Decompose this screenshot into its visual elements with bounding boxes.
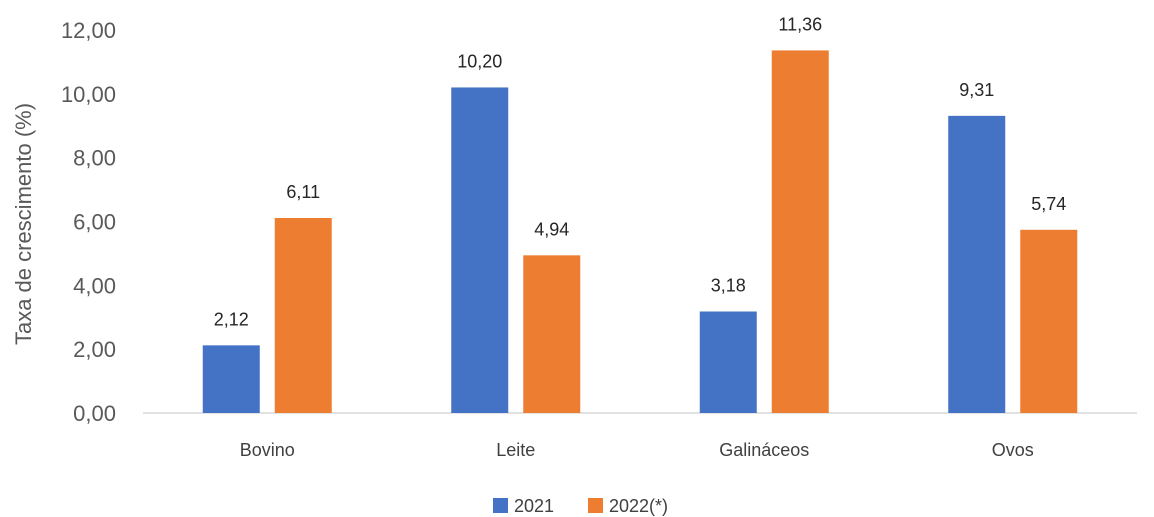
bar-leite-2022 xyxy=(523,255,581,413)
legend-label: 2022(*) xyxy=(609,496,668,516)
y-axis-label-group: Taxa de crescimento (%) xyxy=(11,103,36,345)
bar-bovino-2022 xyxy=(274,217,332,413)
x-tick-label: Ovos xyxy=(992,440,1034,460)
bar-ovos-2021 xyxy=(948,115,1006,413)
data-label: 3,18 xyxy=(711,276,746,296)
bars xyxy=(202,50,1078,413)
data-labels: 2,12 6,11 10,20 4,94 3,18 11,36 9,31 5,74 xyxy=(214,14,1067,329)
data-label: 2,12 xyxy=(214,309,249,329)
data-label: 6,11 xyxy=(286,182,320,202)
data-label: 5,74 xyxy=(1031,194,1066,214)
y-tick-label: 2,00 xyxy=(73,337,116,362)
data-label: 11,36 xyxy=(778,14,822,34)
x-tick-label: Leite xyxy=(496,440,535,460)
bar-bovino-2021 xyxy=(202,345,260,413)
x-tick-label: Bovino xyxy=(240,440,295,460)
y-tick-label: 12,00 xyxy=(61,18,116,43)
data-label: 4,94 xyxy=(534,219,569,239)
legend-swatch xyxy=(588,498,603,513)
bar-galináceos-2022 xyxy=(771,50,829,413)
x-axis-ticks: Bovino Leite Galináceos Ovos xyxy=(240,440,1034,460)
y-axis-ticks: 0,00 2,00 4,00 6,00 8,00 10,00 12,00 xyxy=(61,18,116,426)
x-tick-label: Galináceos xyxy=(719,440,809,460)
legend: 2021 2022(*) xyxy=(493,496,668,516)
y-axis-label: Taxa de crescimento (%) xyxy=(11,103,36,345)
y-tick-label: 4,00 xyxy=(73,273,116,298)
y-tick-label: 6,00 xyxy=(73,210,116,235)
y-tick-label: 10,00 xyxy=(61,82,116,107)
data-label: 9,31 xyxy=(959,80,994,100)
y-tick-label: 8,00 xyxy=(73,146,116,171)
bar-leite-2021 xyxy=(451,87,509,413)
data-label: 10,20 xyxy=(457,51,502,71)
bar-ovos-2022 xyxy=(1020,229,1078,413)
legend-label: 2021 xyxy=(514,496,554,516)
y-tick-label: 0,00 xyxy=(73,401,116,426)
bar-galináceos-2021 xyxy=(699,311,757,413)
legend-swatch xyxy=(493,498,508,513)
